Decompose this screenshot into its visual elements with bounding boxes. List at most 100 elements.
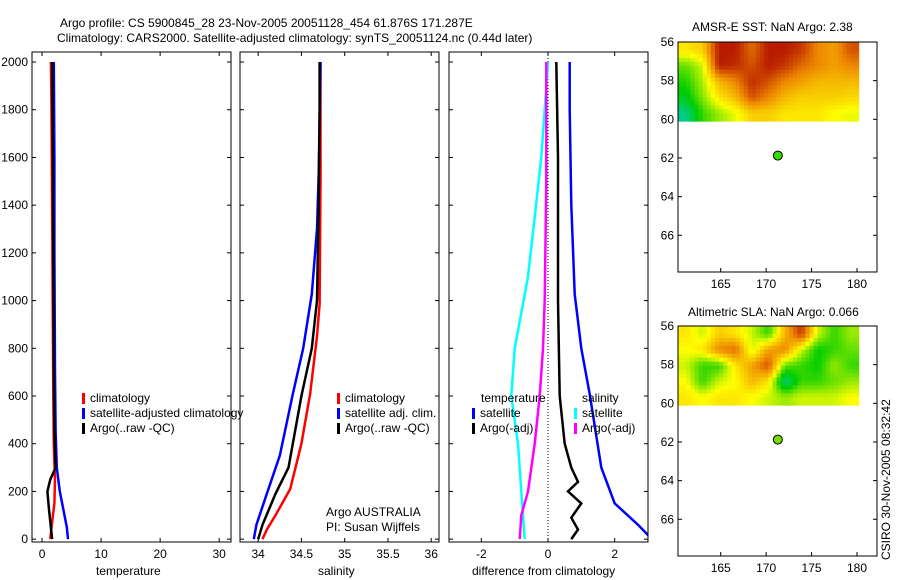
heatmap-cell: [719, 42, 724, 47]
heatmap-cell: [690, 397, 695, 402]
heatmap-cell: [714, 401, 720, 406]
heatmap-cell: [751, 353, 757, 359]
heatmap-cell: [788, 365, 794, 370]
heatmap-cell: [838, 389, 843, 394]
heatmap-cell: [731, 341, 736, 347]
heatmap-cell: [723, 61, 728, 67]
heatmap-cell: [813, 97, 819, 102]
heatmap-cell: [739, 326, 745, 331]
heatmap-cell: [838, 65, 843, 71]
legend-item: climatology: [345, 391, 405, 405]
heatmap-cell: [813, 329, 819, 335]
heatmap-cell: [686, 353, 691, 359]
heatmap-cell: [801, 401, 806, 406]
heatmap-cell: [735, 353, 741, 359]
heatmap-cell: [842, 365, 847, 370]
heatmap-cell: [830, 349, 835, 355]
heatmap-cell: [694, 349, 699, 355]
heatmap-cell: [850, 89, 856, 94]
heatmap-cell: [698, 337, 704, 343]
heatmap-cell: [825, 329, 831, 335]
heatmap-cell: [698, 73, 704, 79]
heatmap-cell: [784, 397, 790, 402]
heatmap-cell: [834, 393, 839, 398]
heatmap-cell: [686, 365, 691, 370]
heatmap-cell: [834, 113, 839, 118]
heatmap-cell: [842, 57, 847, 63]
heatmap-cell: [780, 341, 786, 347]
heatmap-cell: [797, 65, 802, 71]
heatmap-cell: [751, 326, 757, 331]
heatmap-cell: [710, 45, 716, 51]
heatmap-cell: [743, 101, 749, 106]
heatmap-cell: [850, 61, 856, 67]
heatmap-cell: [776, 89, 782, 94]
heatmap-cell: [760, 49, 765, 55]
heatmap-cell: [854, 401, 860, 406]
heatmap-cell: [788, 326, 794, 331]
heatmap-cell: [797, 77, 802, 83]
y-tick-label: 58: [661, 358, 675, 372]
y-tick-label: 58: [661, 74, 675, 88]
heatmap-cell: [690, 353, 695, 359]
heatmap-cell: [772, 357, 778, 363]
heatmap-cell: [801, 326, 806, 331]
heatmap-cell: [834, 109, 839, 114]
legend-swatch: [337, 408, 340, 419]
heatmap-cell: [727, 117, 732, 122]
heatmap-cell: [756, 357, 761, 363]
heatmap-cell: [813, 69, 819, 75]
heatmap-cell: [714, 89, 720, 94]
heatmap-cell: [756, 377, 761, 382]
heatmap-cell: [805, 381, 810, 386]
x-tick-label: 20: [153, 547, 167, 561]
heatmap-cell: [710, 361, 716, 367]
difference-xlabel: difference from climatology: [472, 564, 615, 578]
legend-item: Argo(..raw -QC): [345, 421, 430, 435]
heatmap-cell: [743, 117, 749, 122]
heatmap-cell: [739, 349, 745, 355]
heatmap-cell: [706, 393, 712, 398]
heatmap-cell: [821, 77, 827, 83]
heatmap-cell: [825, 357, 831, 363]
heatmap-cell: [743, 93, 749, 98]
x-tick-label: -2: [476, 547, 487, 561]
heatmap-cell: [850, 369, 856, 374]
heatmap-cell: [678, 326, 683, 331]
heatmap-cell: [780, 361, 786, 367]
heatmap-cell: [813, 49, 819, 55]
heatmap-cell: [842, 61, 847, 67]
heatmap-cell: [760, 45, 765, 51]
heatmap-cell: [834, 85, 839, 90]
heatmap-cell: [821, 361, 827, 367]
heatmap-cell: [694, 45, 699, 51]
heatmap-cell: [682, 109, 687, 114]
heatmap-cell: [682, 353, 687, 359]
heatmap-cell: [784, 42, 790, 47]
heatmap-cell: [821, 85, 827, 90]
heatmap-cell: [776, 42, 782, 47]
heatmap-cell: [686, 397, 691, 402]
legend-swatch: [82, 393, 85, 404]
heatmap-cell: [731, 57, 736, 63]
heatmap-cell: [764, 97, 769, 102]
heatmap-cell: [690, 57, 695, 63]
y-tick-label: 1200: [1, 246, 28, 260]
heatmap-cell: [854, 105, 860, 110]
heatmap-cell: [825, 57, 831, 63]
heatmap-cell: [842, 401, 847, 406]
heatmap-cell: [735, 385, 741, 390]
heatmap-cell: [776, 377, 782, 382]
heatmap-cell: [698, 389, 704, 394]
heatmap-cell: [788, 73, 794, 79]
heatmap-cell: [817, 369, 823, 374]
heatmap-cell: [690, 385, 695, 390]
heatmap-cell: [731, 333, 736, 339]
heatmap-cell: [854, 326, 860, 331]
heatmap-cell: [760, 326, 765, 331]
heatmap-cell: [797, 337, 802, 343]
heatmap-cell: [813, 85, 819, 90]
heatmap-cell: [747, 373, 753, 378]
heatmap-cell: [714, 369, 720, 374]
heatmap-cell: [698, 329, 704, 335]
